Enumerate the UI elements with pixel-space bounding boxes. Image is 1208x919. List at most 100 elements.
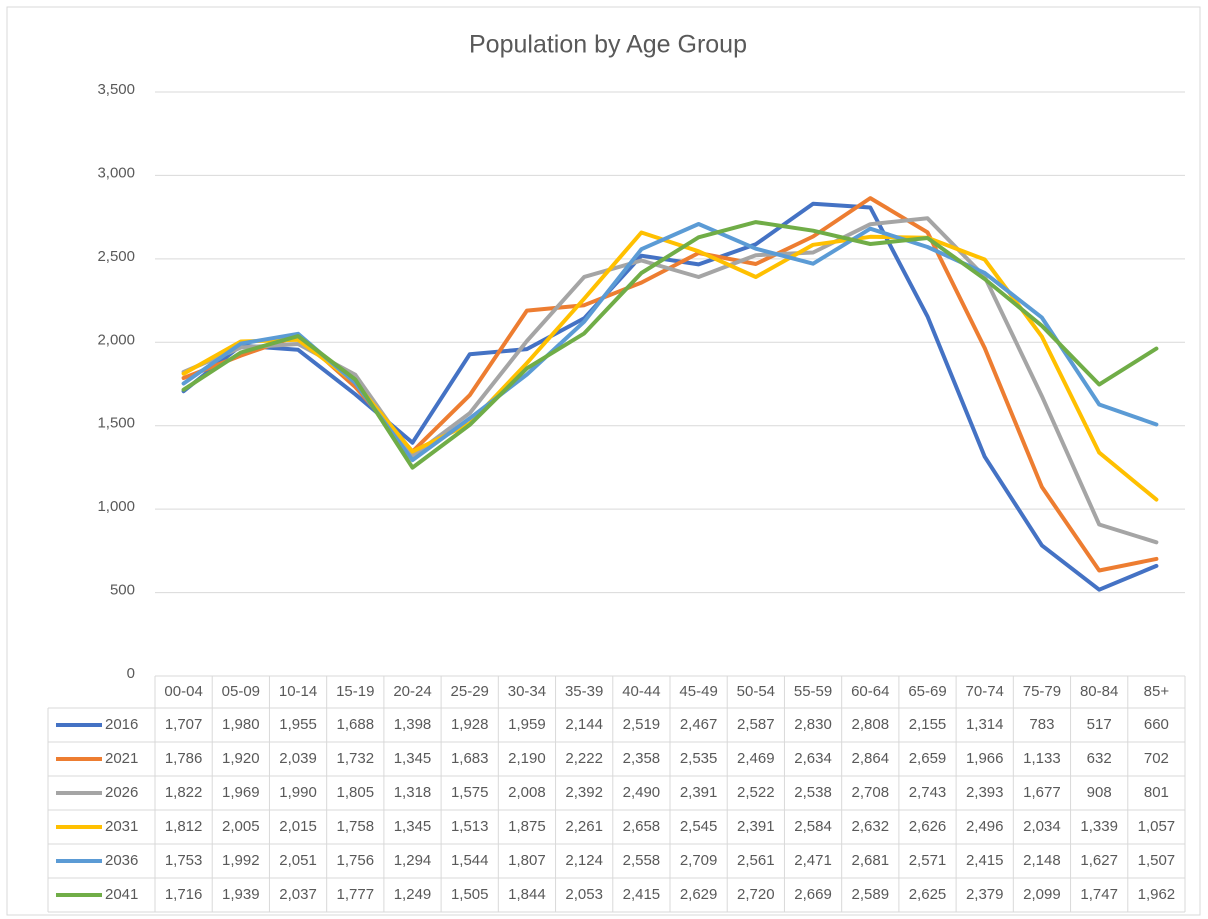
x-tick-label: 65-69 (908, 683, 946, 700)
data-table-value: 1,758 (337, 818, 375, 835)
data-table-value: 2,632 (852, 818, 890, 835)
data-table-value: 632 (1087, 750, 1112, 767)
data-table-value: 2,053 (565, 886, 603, 903)
data-table-value: 2,658 (623, 818, 661, 835)
data-table-value: 1,805 (337, 784, 375, 801)
data-table-value: 2,155 (909, 716, 947, 733)
x-tick-label: 05-09 (222, 683, 260, 700)
data-table-value: 2,148 (1023, 852, 1061, 869)
series-line (181, 216, 1159, 545)
chart-title: Population by Age Group (469, 31, 747, 59)
y-tick-label: 1,500 (97, 415, 135, 432)
data-table-value: 2,545 (680, 818, 718, 835)
data-table-value: 2,709 (680, 852, 718, 869)
data-table-value: 2,561 (737, 852, 775, 869)
data-table-value: 1,339 (1080, 818, 1118, 835)
data-table-value: 2,415 (623, 886, 661, 903)
data-table-value: 2,099 (1023, 886, 1061, 903)
data-table-value: 1,753 (165, 852, 203, 869)
data-table-value: 2,535 (680, 750, 718, 767)
x-tick-label: 30-34 (508, 683, 546, 700)
data-table-value: 2,034 (1023, 818, 1061, 835)
data-table-value: 2,743 (909, 784, 947, 801)
data-table-value: 2,626 (909, 818, 947, 835)
data-table-value: 1,133 (1023, 750, 1061, 767)
data-table-value: 1,756 (337, 852, 375, 869)
legend-label: 2021 (105, 750, 138, 767)
y-tick-label: 2,500 (97, 248, 135, 265)
data-table-value: 1,992 (222, 852, 260, 869)
data-table-value: 783 (1029, 716, 1054, 733)
data-table-value: 1,980 (222, 716, 260, 733)
data-table-value: 2,391 (680, 784, 718, 801)
data-table-value: 1,677 (1023, 784, 1061, 801)
data-table-value: 2,681 (852, 852, 890, 869)
legend-label: 2031 (105, 818, 138, 835)
data-table-value: 1,716 (165, 886, 203, 903)
data-table-value: 2,124 (565, 852, 603, 869)
data-table-value: 2,467 (680, 716, 718, 733)
x-tick-label: 15-19 (336, 683, 374, 700)
data-table-value: 2,584 (794, 818, 832, 835)
data-table-value: 1,505 (451, 886, 489, 903)
data-table-value: 2,496 (966, 818, 1004, 835)
data-table-value: 2,669 (794, 886, 832, 903)
x-tick-label: 75-79 (1023, 683, 1061, 700)
y-tick-label: 2,000 (97, 331, 135, 348)
data-table-value: 2,659 (909, 750, 947, 767)
y-tick-label: 3,500 (97, 81, 135, 98)
y-tick-label: 0 (127, 665, 135, 682)
data-table-value: 1,807 (508, 852, 546, 869)
data-table-value: 2,471 (794, 852, 832, 869)
data-table-value: 2,222 (565, 750, 603, 767)
data-table-value: 1,939 (222, 886, 260, 903)
data-table-value: 2,538 (794, 784, 832, 801)
data-table-value: 2,037 (279, 886, 317, 903)
data-table-value: 1,747 (1080, 886, 1118, 903)
data-table-value: 2,634 (794, 750, 832, 767)
data-table-value: 2,190 (508, 750, 546, 767)
data-table-value: 1,544 (451, 852, 489, 869)
x-tick-label: 55-59 (794, 683, 832, 700)
series-line (181, 220, 1159, 470)
data-table-value: 1,688 (337, 716, 375, 733)
data-table-value: 801 (1144, 784, 1169, 801)
data-table-value: 2,392 (565, 784, 603, 801)
data-table-value: 1,507 (1138, 852, 1176, 869)
data-table-value: 2,589 (852, 886, 890, 903)
legend-label: 2041 (105, 886, 138, 903)
data-table-value: 1,057 (1138, 818, 1176, 835)
data-table-value: 2,015 (279, 818, 317, 835)
data-table-value: 1,732 (337, 750, 375, 767)
data-table-value: 1,786 (165, 750, 203, 767)
data-table-value: 1,962 (1138, 886, 1176, 903)
data-table-value: 2,144 (565, 716, 603, 733)
legend-label: 2036 (105, 852, 138, 869)
data-table-value: 908 (1087, 784, 1112, 801)
x-tick-label: 80-84 (1080, 683, 1118, 700)
x-tick-label: 85+ (1144, 683, 1170, 700)
x-tick-label: 70-74 (966, 683, 1004, 700)
data-table-value: 1,812 (165, 818, 203, 835)
data-table-value: 1,314 (966, 716, 1004, 733)
data-table-value: 1,959 (508, 716, 546, 733)
data-table-value: 2,379 (966, 886, 1004, 903)
data-table-value: 2,519 (623, 716, 661, 733)
legend-label: 2016 (105, 716, 138, 733)
data-table-value: 1,345 (394, 818, 432, 835)
data-table-value: 2,490 (623, 784, 661, 801)
data-table-value: 2,708 (852, 784, 890, 801)
data-table-value: 2,720 (737, 886, 775, 903)
series-line (181, 201, 1159, 592)
data-table-value: 2,393 (966, 784, 1004, 801)
data-table-value: 2,522 (737, 784, 775, 801)
chart-frame (6, 6, 1201, 916)
data-table-value: 1,345 (394, 750, 432, 767)
legend-label: 2026 (105, 784, 138, 801)
data-table-value: 1,249 (394, 886, 432, 903)
data-table-value: 1,575 (451, 784, 489, 801)
data-table-value: 702 (1144, 750, 1169, 767)
data-table-value: 2,415 (966, 852, 1004, 869)
series-line (181, 222, 1159, 463)
